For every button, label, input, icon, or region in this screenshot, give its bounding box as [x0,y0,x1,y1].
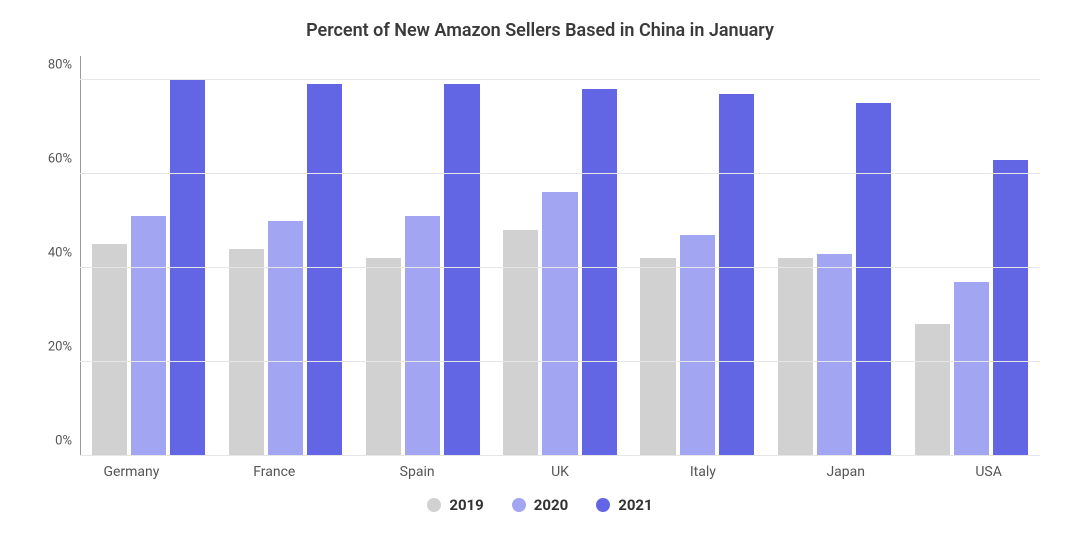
bar [640,258,675,456]
bar [92,244,127,456]
bar-group [903,56,1040,456]
bar [405,216,440,456]
bar-group [354,56,491,456]
grid-line [80,79,1040,80]
x-tick-label: Japan [774,464,917,480]
bar [778,258,813,456]
x-tick-label: France [203,464,346,480]
bar-group [217,56,354,456]
grid-line [80,267,1040,268]
bar-group [629,56,766,456]
bar-group [80,56,217,456]
legend-item: 2020 [512,496,568,514]
legend-label: 2019 [449,496,483,514]
bar [170,80,205,456]
legend-item: 2019 [427,496,483,514]
bars-container [80,56,1040,456]
y-tick-label: 80% [48,57,72,72]
bar [680,235,715,456]
plot-area: 0%20%40%60%80% [80,56,1040,456]
x-axis: GermanyFranceSpainUKItalyJapanUSA [60,464,1060,480]
bar [542,192,577,456]
grid-line [80,173,1040,174]
bar [307,84,342,456]
x-tick-label: Spain [346,464,489,480]
y-tick-label: 60% [48,151,72,166]
bar [817,254,852,456]
legend-swatch-icon [596,498,610,512]
legend-label: 2020 [534,496,568,514]
bar [993,160,1028,456]
bar [366,258,401,456]
x-tick-label: UK [489,464,632,480]
bar-group [491,56,628,456]
legend: 2019 2020 2021 [0,496,1080,514]
x-tick-label: Germany [60,464,203,480]
grid-line [80,361,1040,362]
y-tick-label: 20% [48,339,72,354]
bar [719,94,754,456]
legend-swatch-icon [427,498,441,512]
bar [131,216,166,456]
legend-swatch-icon [512,498,526,512]
bar [268,221,303,456]
grid-line [80,455,1040,456]
y-tick-label: 0% [55,434,72,449]
chart-title: Percent of New Amazon Sellers Based in C… [20,20,1060,41]
bar [856,103,891,456]
x-tick-label: Italy [631,464,774,480]
bar [954,282,989,456]
y-axis-line [80,56,81,456]
x-tick-label: USA [917,464,1060,480]
bar [503,230,538,456]
y-tick-label: 40% [48,245,72,260]
bar-group [766,56,903,456]
bar [229,249,264,456]
bar [582,89,617,456]
legend-label: 2021 [618,496,652,514]
bar [915,324,950,456]
bar [444,84,479,456]
chart-container: Percent of New Amazon Sellers Based in C… [0,0,1080,550]
legend-item: 2021 [596,496,652,514]
